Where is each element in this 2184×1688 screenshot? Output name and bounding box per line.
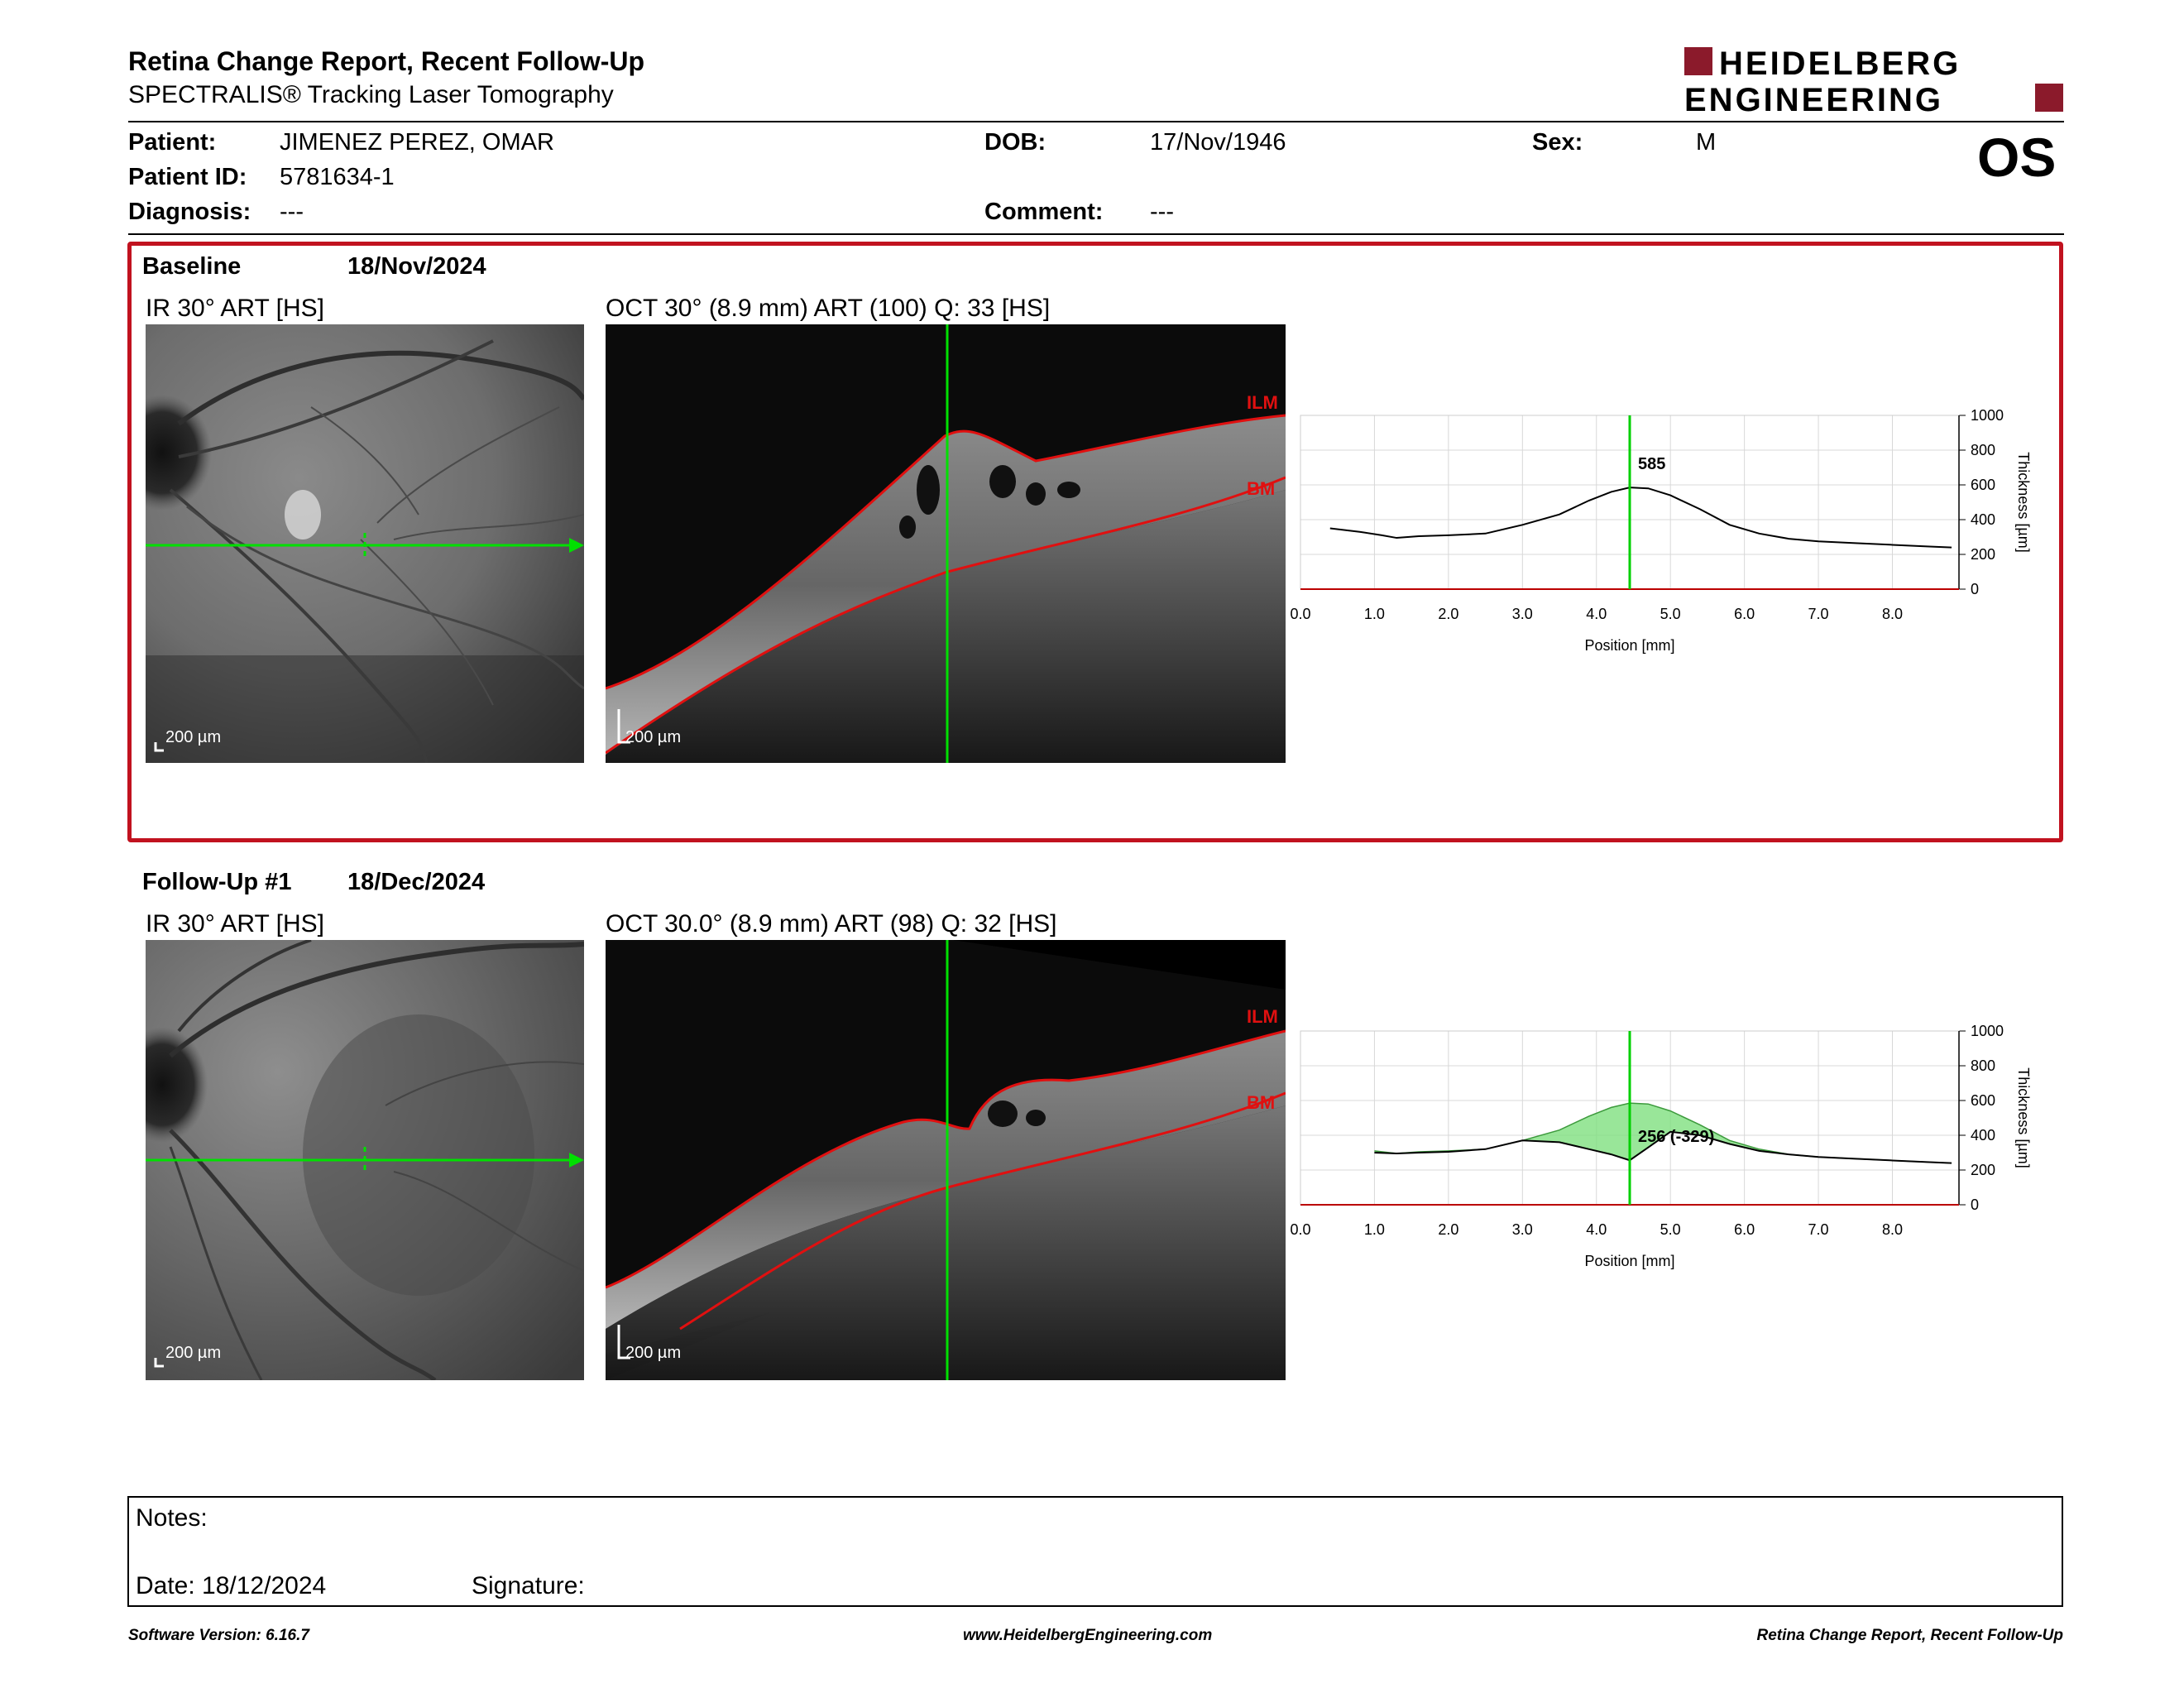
followup-date: 18/Dec/2024 xyxy=(347,869,486,895)
patient-divider xyxy=(128,233,2064,235)
baseline-chart-xtick-label: 4.0 xyxy=(1586,606,1607,622)
logo-line1: HEIDELBERG xyxy=(1719,46,1961,82)
followup-oct-scale: 200 µm xyxy=(625,1344,682,1362)
baseline-chart-xtick-label: 0.0 xyxy=(1291,606,1311,622)
baseline-chart-x-axis-label: Position [mm] xyxy=(1584,637,1674,654)
followup-chart-xtick-label: 2.0 xyxy=(1438,1221,1458,1238)
footer-website[interactable]: www.HeidelbergEngineering.com xyxy=(963,1627,1213,1644)
baseline-chart-cursor-value-label: 585 xyxy=(1638,455,1665,473)
baseline-date: 18/Nov/2024 xyxy=(347,253,486,280)
baseline-oct-bscan-image: ILM BM 200 µm xyxy=(606,324,1286,763)
header-divider xyxy=(128,121,2064,122)
baseline-bm-label: BM xyxy=(1247,478,1276,499)
followup-chart-xtick-label: 3.0 xyxy=(1512,1221,1533,1238)
followup-bm-label: BM xyxy=(1247,1092,1276,1113)
notes-date: Date: 18/12/2024 xyxy=(136,1572,327,1599)
baseline-oct-scale: 200 µm xyxy=(625,728,682,746)
baseline-chart-xtick-label: 6.0 xyxy=(1734,606,1755,622)
followup-chart-xtick-label: 8.0 xyxy=(1882,1221,1903,1238)
followup-oct-label: OCT 30.0° (8.9 mm) ART (98) Q: 32 [HS] xyxy=(606,910,1057,938)
report-title: Retina Change Report, Recent Follow-Up xyxy=(128,46,645,76)
baseline-chart-ytick-label: 200 xyxy=(1971,546,1995,563)
logo-line2: ENGINEERING xyxy=(1684,82,1943,114)
baseline-oct-label: OCT 30° (8.9 mm) ART (100) Q: 33 [HS] xyxy=(606,295,1051,322)
eye-indicator: OS xyxy=(1977,127,2057,188)
followup-chart-xtick-label: 6.0 xyxy=(1734,1221,1755,1238)
followup-ir-scale: 200 µm xyxy=(165,1344,222,1362)
baseline-thickness-chart: 0 200 400 600 800 1000 0.0 1.0 2.0 3.0 4.0 5.0 6.0 7.… xyxy=(1291,407,2032,654)
diagnosis-label: Diagnosis: xyxy=(128,199,251,225)
heidelberg-logo: HEIDELBERG ENGINEERING xyxy=(1684,45,2065,118)
followup-ilm-label: ILM xyxy=(1247,1006,1278,1027)
notes-box[interactable]: Notes: Date: 18/12/2024 Signature: xyxy=(127,1496,2063,1607)
followup-chart-y-axis-label: Thickness [µm] xyxy=(2015,1067,2032,1168)
followup-chart-ytick-label: 1000 xyxy=(1971,1023,2004,1039)
followup-chart-difference-area xyxy=(1374,1103,1952,1163)
followup-chart-ytick-label: 800 xyxy=(1971,1057,1995,1074)
patient-id: 5781634-1 xyxy=(280,164,395,190)
baseline-chart-xtick-label: 3.0 xyxy=(1512,606,1533,622)
baseline-chart-ytick-label: 600 xyxy=(1971,477,1995,493)
followup-chart-xtick-label: 5.0 xyxy=(1660,1221,1681,1238)
followup-chart-ytick-label: 200 xyxy=(1971,1162,1995,1178)
patient-name: JIMENEZ PEREZ, OMAR xyxy=(280,129,554,156)
followup-label: Follow-Up #1 xyxy=(142,869,292,895)
notes-label: Notes: xyxy=(136,1504,208,1532)
baseline-chart-ytick-label: 800 xyxy=(1971,442,1995,458)
followup-chart-xtick-label: 1.0 xyxy=(1364,1221,1385,1238)
patient-id-label: Patient ID: xyxy=(128,164,247,190)
comment-label: Comment: xyxy=(984,199,1104,225)
signature-label: Signature: xyxy=(472,1572,585,1599)
baseline-chart-xtick-label: 1.0 xyxy=(1364,606,1385,622)
report-subtitle: SPECTRALIS® Tracking Laser Tomography xyxy=(128,81,614,108)
baseline-chart-ytick-label: 400 xyxy=(1971,511,1995,528)
baseline-ilm-label: ILM xyxy=(1247,392,1278,413)
sex-label: Sex: xyxy=(1532,129,1583,156)
followup-chart-cursor-value-label: 256 (-329) xyxy=(1638,1128,1714,1146)
followup-chart-ytick-label: 0 xyxy=(1971,1196,1979,1213)
baseline-label: Baseline xyxy=(142,253,242,280)
baseline-ir-fundus-image: 200 µm xyxy=(146,324,584,763)
footer-report-name: Retina Change Report, Recent Follow-Up xyxy=(1756,1627,2063,1644)
baseline-chart-ytick-label: 0 xyxy=(1971,581,1979,597)
followup-chart-x-axis-label: Position [mm] xyxy=(1584,1253,1674,1269)
baseline-chart-thickness-series-line xyxy=(1329,487,1952,549)
followup-chart-xtick-label: 4.0 xyxy=(1586,1221,1607,1238)
followup-thickness-chart: 0 200 400 600 800 1000 0.0 1.0 2.0 3.0 4.0 5.0 6.0 7.… xyxy=(1291,1023,2032,1269)
dob-label: DOB: xyxy=(984,129,1046,156)
comment-value: --- xyxy=(1150,199,1174,225)
followup-chart-xtick-label: 0.0 xyxy=(1291,1221,1311,1238)
baseline-chart-xtick-label: 7.0 xyxy=(1808,606,1829,622)
baseline-chart-ytick-label: 1000 xyxy=(1971,407,2004,424)
baseline-chart-xtick-label: 2.0 xyxy=(1438,606,1458,622)
followup-oct-bscan-image: ILM BM 200 µm xyxy=(606,940,1286,1380)
baseline-section xyxy=(127,242,2063,842)
sex-value: M xyxy=(1696,129,1717,156)
baseline-chart-xtick-label: 5.0 xyxy=(1660,606,1681,622)
baseline-chart-xtick-label: 8.0 xyxy=(1882,606,1903,622)
followup-chart-ytick-label: 400 xyxy=(1971,1127,1995,1144)
baseline-ir-scale: 200 µm xyxy=(165,728,222,746)
baseline-ir-label: IR 30° ART [HS] xyxy=(146,295,324,322)
footer-software-version: Software Version: 6.16.7 xyxy=(128,1627,309,1644)
patient-label: Patient: xyxy=(128,129,217,156)
followup-ir-fundus-image: 200 µm xyxy=(146,940,584,1380)
followup-ir-label: IR 30° ART [HS] xyxy=(146,910,324,938)
diagnosis-value: --- xyxy=(280,199,304,225)
followup-chart-xtick-label: 7.0 xyxy=(1808,1221,1829,1238)
baseline-chart-y-axis-label: Thickness [µm] xyxy=(2015,452,2032,552)
dob-value: 17/Nov/1946 xyxy=(1150,129,1286,156)
followup-chart-thickness-series-line xyxy=(1374,1130,1952,1164)
followup-chart-ytick-label: 600 xyxy=(1971,1092,1995,1109)
